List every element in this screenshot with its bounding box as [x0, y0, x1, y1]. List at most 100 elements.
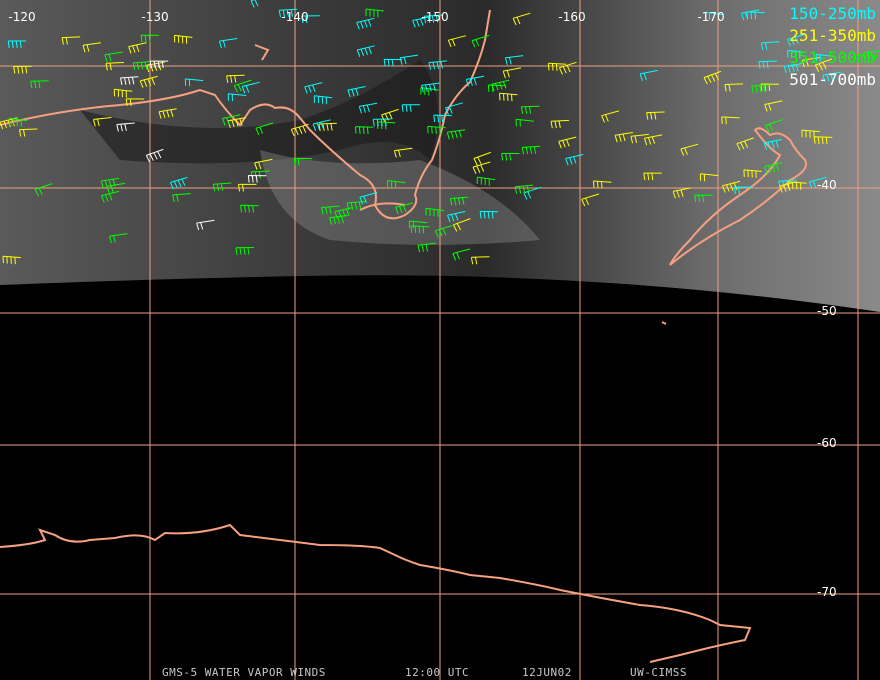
wind-barb — [778, 179, 797, 189]
wind-barb — [427, 125, 446, 135]
wind-barb — [581, 193, 600, 207]
wind-barb — [222, 114, 241, 126]
footer-time: 12:00 UTC — [405, 666, 469, 679]
wind-barb — [434, 225, 453, 238]
wind-barb — [425, 207, 444, 217]
wind-barb — [395, 202, 414, 215]
wind-barb — [8, 117, 28, 127]
wind-barb — [593, 180, 612, 189]
wind-barb — [760, 41, 780, 51]
wind-barb — [412, 16, 431, 28]
wind-barb — [233, 79, 252, 93]
wind-barb — [801, 129, 820, 139]
wind-barb — [212, 182, 232, 192]
latitude-label: -50 — [817, 304, 837, 318]
cloud-band — [260, 150, 540, 245]
legend-entry: 150-250mb — [789, 4, 876, 23]
wind-barb — [428, 60, 447, 70]
wind-barb — [764, 100, 783, 112]
wind-barb — [238, 183, 257, 192]
wind-barb — [471, 34, 490, 48]
wind-barb — [356, 45, 375, 57]
wind-barb — [746, 11, 765, 20]
longitude-label: -160 — [558, 10, 585, 24]
wind-barb — [758, 60, 777, 69]
wind-barb — [329, 215, 348, 225]
wind-barb — [813, 136, 833, 145]
wind-barb — [174, 34, 193, 44]
wind-barb — [521, 145, 541, 155]
wind-barb — [383, 58, 403, 67]
wind-barb — [376, 121, 396, 130]
wind-barb — [808, 176, 827, 189]
wind-barb — [722, 180, 741, 193]
wind-barb — [751, 84, 770, 94]
wind-barb — [227, 93, 247, 102]
wind-barb — [420, 87, 439, 96]
wind-barb — [13, 65, 32, 74]
wind-barb — [736, 137, 754, 151]
wind-barb — [184, 78, 204, 87]
wind-barb — [346, 201, 366, 211]
wind-barb — [2, 255, 21, 265]
wind-barb — [408, 220, 428, 229]
wind-barb — [301, 15, 320, 24]
wind-barb — [724, 83, 743, 92]
graticule-labels: -120 -130 -140 -150 -160 -170 -40 -50 -60 -70 — [8, 10, 836, 599]
wind-barb — [447, 211, 466, 223]
wind-barb — [304, 82, 323, 94]
wind-barb — [550, 119, 570, 129]
wind-barb — [321, 205, 340, 215]
wind-barb — [139, 75, 158, 88]
wind-barb — [814, 58, 833, 72]
wind-barb — [401, 104, 421, 112]
wind-barb — [120, 76, 139, 85]
wind-barbs — [0, 0, 880, 265]
wind-barb — [512, 12, 531, 26]
wind-barb — [410, 225, 430, 234]
latitude-label: -40 — [817, 178, 837, 192]
wind-barb — [105, 62, 125, 71]
wind-barb — [250, 0, 259, 8]
wind-barb — [765, 119, 783, 133]
wind-barb — [365, 8, 384, 18]
wind-barb — [643, 134, 663, 146]
wind-barb — [514, 184, 534, 194]
wind-barb — [278, 8, 298, 18]
wind-barb — [140, 34, 160, 43]
wind-barb — [565, 154, 584, 166]
wind-barb — [501, 152, 520, 161]
wind-barb — [476, 176, 496, 186]
wind-barb — [523, 186, 542, 200]
wind-barb — [113, 88, 133, 98]
wind-barb — [61, 36, 81, 45]
coast-islet — [254, 44, 270, 61]
wind-barb — [680, 143, 699, 156]
wind-barb — [743, 169, 762, 178]
wind-barb — [445, 102, 463, 115]
wind-barb — [470, 256, 490, 265]
footer: GMS-5 WATER VAPOR WINDS 12:00 UTC 12JUN02 U… — [162, 666, 686, 679]
wind-barb — [387, 180, 406, 189]
wind-barb — [862, 50, 880, 61]
wind-barb — [218, 38, 238, 49]
wind-barb — [491, 79, 510, 92]
wind-barb — [646, 111, 665, 120]
wind-barb — [421, 82, 440, 93]
dry-slot — [80, 60, 438, 164]
wind-barb — [358, 102, 378, 114]
wind-barb — [318, 122, 337, 132]
wind-barb — [734, 186, 753, 195]
longitude-label: -120 — [8, 10, 35, 24]
wind-barb — [783, 63, 803, 74]
wind-barb — [381, 108, 399, 122]
wind-barb — [694, 194, 713, 203]
wind-barb — [452, 218, 471, 232]
wind-barb — [82, 42, 101, 53]
longitude-label: -170 — [697, 10, 724, 24]
wind-barb — [764, 162, 783, 174]
wind-barb — [226, 74, 245, 83]
wind-barb — [240, 204, 259, 213]
